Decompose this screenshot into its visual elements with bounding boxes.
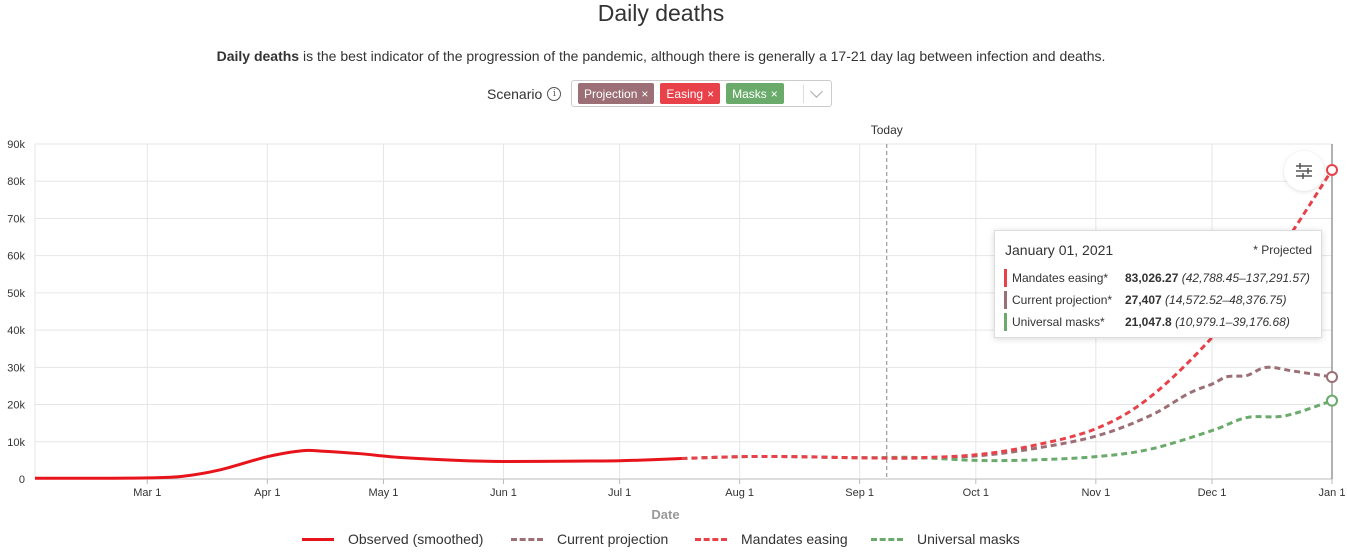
scenario-label-text: Scenario	[487, 86, 543, 102]
x-tick-label: Dec 1	[1198, 487, 1227, 499]
chart-title: Daily deaths	[597, 0, 725, 26]
scenario-label: Scenario i	[487, 86, 562, 102]
today-label: Today	[871, 123, 903, 137]
tooltip-series-value: 21,047.8 (10,979.1–39,176.68)	[1125, 315, 1290, 329]
y-tick-label: 90k	[7, 139, 25, 151]
tooltip-date: January 01, 2021	[1005, 242, 1114, 258]
chart-description: Daily deaths is the best indicator of th…	[0, 48, 1322, 64]
tooltip-row: Universal masks* 21,047.8 (10,979.1–39,1…	[1004, 313, 1290, 331]
legend-item-masks[interactable]: Universal masks	[871, 531, 1020, 547]
info-icon[interactable]: i	[547, 87, 562, 101]
sliders-icon	[1296, 163, 1312, 179]
legend-item-observed[interactable]: Observed (smoothed)	[302, 531, 483, 547]
tag-projection[interactable]: Projection ×	[578, 83, 655, 104]
legend-label: Current projection	[557, 531, 669, 547]
y-tick-label: 20k	[7, 400, 25, 412]
remove-tag-icon[interactable]: ×	[641, 86, 649, 101]
x-tick-label: Sep 1	[845, 487, 874, 499]
tooltip-projected-note: * Projected	[1253, 243, 1312, 257]
description-bold: Daily deaths	[216, 48, 300, 64]
select-divider	[803, 85, 804, 103]
y-tick-label: 40k	[7, 325, 25, 337]
x-tick-label: Nov 1	[1081, 487, 1110, 499]
x-tick-label: Oct 1	[963, 487, 989, 499]
legend-item-easing[interactable]: Mandates easing	[695, 531, 848, 547]
tag-label: Easing	[666, 86, 704, 101]
x-tick-label: Apr 1	[254, 487, 280, 499]
x-tick-label: Mar 1	[133, 487, 161, 499]
legend-item-projection[interactable]: Current projection	[511, 531, 668, 547]
series-end-marker	[1326, 163, 1338, 176]
y-tick-label: 10k	[7, 437, 25, 449]
tooltip-series-value: 83,026.27 (42,788.45–137,291.57)	[1125, 271, 1310, 285]
scenario-filter: Scenario i Projection × Easing × Masks ×	[487, 80, 832, 108]
series-line-observed-smoothed	[34, 448, 682, 480]
tag-label: Masks	[732, 86, 767, 101]
y-tick-label: 50k	[7, 288, 25, 300]
tooltip-series-value: 27,407 (14,572.52–48,376.75)	[1125, 293, 1287, 307]
legend-swatch	[511, 537, 543, 541]
chart-legend: Observed (smoothed) Current projection M…	[0, 531, 1347, 551]
legend-label: Observed (smoothed)	[348, 531, 484, 547]
description-text: is the best indicator of the progression…	[299, 48, 1106, 64]
y-tick-label: 0	[19, 474, 25, 486]
x-tick-label: Jan 1	[1319, 487, 1346, 499]
y-tick-label: 80k	[7, 176, 25, 188]
legend-swatch	[871, 537, 903, 541]
x-tick-label: Jul 1	[608, 487, 631, 499]
x-tick-label: Jun 1	[490, 487, 517, 499]
legend-swatch	[695, 537, 727, 541]
tooltip-series-name: Universal masks*	[1012, 315, 1105, 329]
tooltip-series-name: Current projection*	[1012, 293, 1113, 307]
tag-easing[interactable]: Easing ×	[660, 83, 721, 104]
y-tick-label: 30k	[7, 362, 25, 374]
legend-label: Universal masks	[917, 531, 1020, 547]
remove-tag-icon[interactable]: ×	[707, 86, 715, 101]
chart-settings-button[interactable]	[1284, 151, 1324, 191]
series-end-marker	[1326, 394, 1338, 407]
tag-masks[interactable]: Masks ×	[726, 83, 784, 104]
tooltip-series-name: Mandates easing*	[1012, 271, 1109, 285]
scenario-select[interactable]: Projection × Easing × Masks ×	[571, 80, 832, 107]
tooltip-color-bar	[1004, 269, 1007, 287]
tag-label: Projection	[584, 86, 638, 101]
chart-tooltip: January 01, 2021 * Projected Mandates ea…	[994, 230, 1322, 338]
remove-tag-icon[interactable]: ×	[770, 86, 778, 101]
tooltip-color-bar	[1004, 291, 1007, 309]
y-tick-label: 70k	[7, 213, 25, 225]
series-line-current-projection	[681, 365, 1333, 461]
x-tick-label: May 1	[368, 487, 398, 499]
tooltip-color-bar	[1004, 313, 1007, 331]
tooltip-row: Mandates easing* 83,026.27 (42,788.45–13…	[1004, 269, 1310, 287]
y-tick-label: 60k	[7, 251, 25, 263]
tooltip-row: Current projection* 27,407 (14,572.52–48…	[1004, 291, 1286, 309]
legend-swatch	[302, 537, 334, 541]
series-end-marker	[1326, 370, 1338, 383]
x-tick-label: Aug 1	[725, 487, 754, 499]
legend-label: Mandates easing	[741, 531, 848, 547]
x-axis-title: Date	[651, 507, 679, 522]
